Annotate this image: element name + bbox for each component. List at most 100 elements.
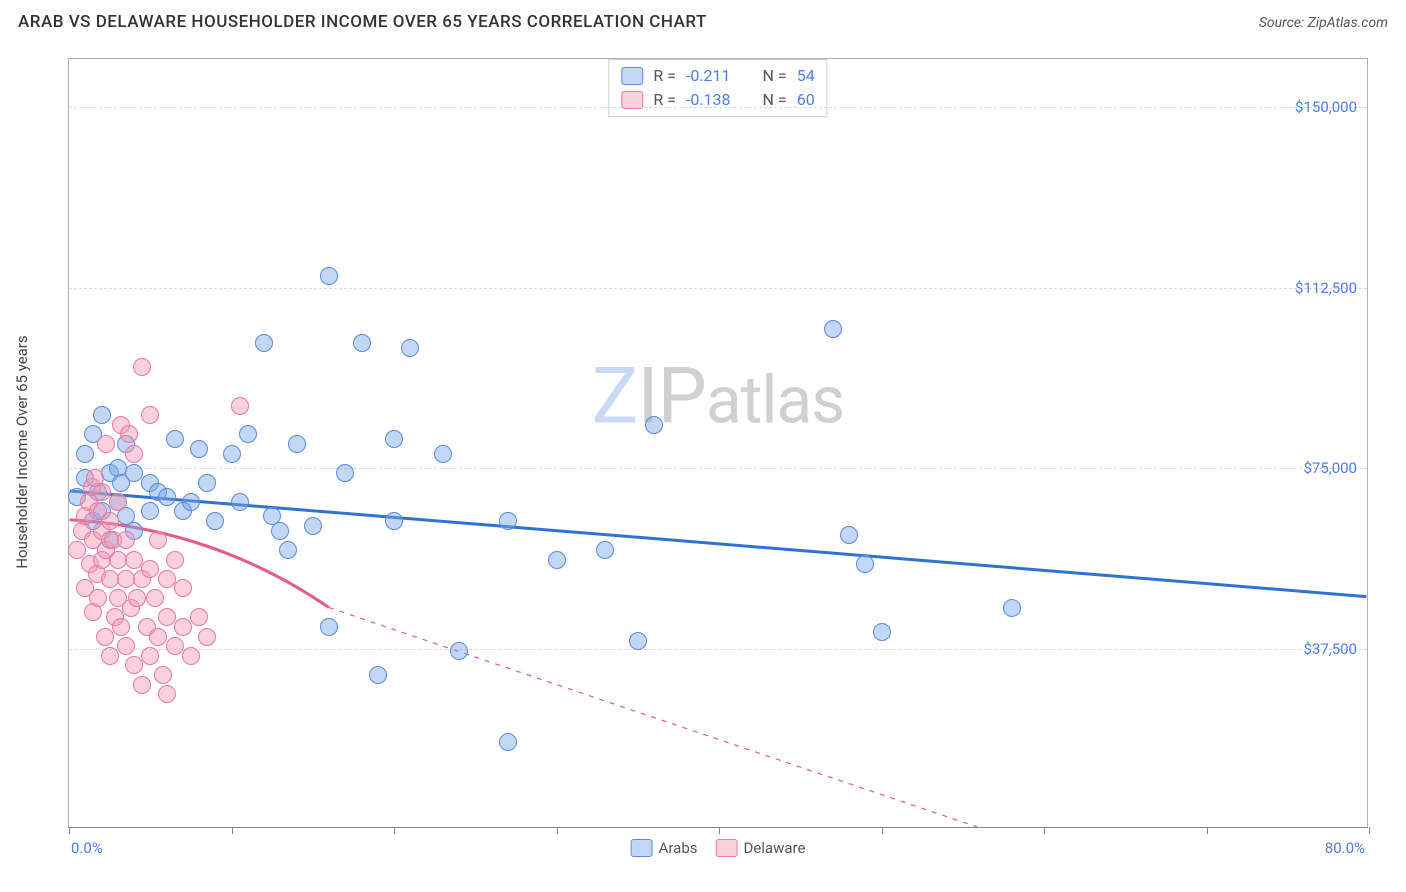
scatter-point xyxy=(117,531,135,549)
x-tick xyxy=(557,827,558,834)
scatter-point xyxy=(125,656,143,674)
scatter-point xyxy=(499,733,517,751)
scatter-point xyxy=(125,445,143,463)
scatter-point xyxy=(1003,599,1021,617)
x-tick xyxy=(1207,827,1208,834)
x-tick xyxy=(1044,827,1045,834)
scatter-point xyxy=(182,493,200,511)
source-label: Source: ZipAtlas.com xyxy=(1259,15,1388,31)
scatter-point xyxy=(146,589,164,607)
legend-item: Arabs xyxy=(631,839,698,857)
scatter-point xyxy=(336,464,354,482)
scatter-point xyxy=(154,666,172,684)
chart-container: Householder Income Over 65 years ZIPatla… xyxy=(48,48,1388,838)
scatter-point xyxy=(174,618,192,636)
x-tick xyxy=(69,827,70,834)
scatter-point xyxy=(873,623,891,641)
watermark: ZIPatlas xyxy=(592,351,845,442)
scatter-point xyxy=(190,440,208,458)
scatter-point xyxy=(158,608,176,626)
legend-swatch xyxy=(621,67,643,85)
scatter-point xyxy=(120,425,138,443)
scatter-point xyxy=(434,445,452,463)
scatter-point xyxy=(109,493,127,511)
scatter-point xyxy=(133,358,151,376)
scatter-point xyxy=(198,474,216,492)
chart-title: ARAB VS DELAWARE HOUSEHOLDER INCOME OVER… xyxy=(18,12,707,32)
scatter-point xyxy=(401,339,419,357)
x-tick xyxy=(394,827,395,834)
legend-row: R = -0.211N = 54 xyxy=(621,64,814,88)
legend-label: Delaware xyxy=(743,839,805,857)
scatter-point xyxy=(112,618,130,636)
scatter-point xyxy=(158,685,176,703)
trend-lines xyxy=(69,59,1367,827)
scatter-point xyxy=(231,397,249,415)
legend-label: Arabs xyxy=(659,839,698,857)
scatter-point xyxy=(190,608,208,626)
scatter-point xyxy=(239,425,257,443)
scatter-point xyxy=(93,406,111,424)
scatter-point xyxy=(629,632,647,650)
gridline xyxy=(69,468,1367,469)
x-tick-label: 0.0% xyxy=(71,839,103,857)
scatter-point xyxy=(174,579,192,597)
scatter-point xyxy=(97,435,115,453)
scatter-point xyxy=(101,647,119,665)
plot-area: ZIPatlas R = -0.211N = 54R = -0.138N = 6… xyxy=(68,58,1368,828)
scatter-point xyxy=(353,334,371,352)
series-legend: Arabs Delaware xyxy=(631,839,806,857)
scatter-point xyxy=(385,430,403,448)
scatter-point xyxy=(141,560,159,578)
y-tick-label: $75,000 xyxy=(1303,459,1357,477)
scatter-point xyxy=(231,493,249,511)
scatter-point xyxy=(158,570,176,588)
scatter-point xyxy=(182,647,200,665)
scatter-point xyxy=(96,628,114,646)
legend-swatch xyxy=(715,839,737,857)
x-tick xyxy=(1369,827,1370,834)
scatter-point xyxy=(149,531,167,549)
scatter-point xyxy=(166,430,184,448)
gridline xyxy=(69,288,1367,289)
scatter-point xyxy=(596,541,614,559)
scatter-point xyxy=(141,406,159,424)
gridline xyxy=(69,107,1367,108)
scatter-point xyxy=(206,512,224,530)
scatter-point xyxy=(158,488,176,506)
scatter-point xyxy=(369,666,387,684)
y-tick-label: $112,500 xyxy=(1295,279,1357,297)
y-tick-label: $150,000 xyxy=(1295,98,1357,116)
scatter-point xyxy=(450,642,468,660)
scatter-point xyxy=(141,502,159,520)
scatter-point xyxy=(133,676,151,694)
scatter-point xyxy=(304,517,322,535)
scatter-point xyxy=(548,551,566,569)
gridline xyxy=(69,649,1367,650)
scatter-point xyxy=(101,512,119,530)
scatter-point xyxy=(198,628,216,646)
scatter-point xyxy=(856,555,874,573)
correlation-legend: R = -0.211N = 54R = -0.138N = 60 xyxy=(608,59,827,117)
scatter-point xyxy=(288,435,306,453)
scatter-point xyxy=(271,522,289,540)
scatter-point xyxy=(166,637,184,655)
scatter-point xyxy=(76,445,94,463)
scatter-point xyxy=(645,416,663,434)
scatter-point xyxy=(824,320,842,338)
scatter-point xyxy=(141,647,159,665)
scatter-point xyxy=(255,334,273,352)
x-tick xyxy=(232,827,233,834)
scatter-point xyxy=(89,589,107,607)
scatter-point xyxy=(320,618,338,636)
scatter-point xyxy=(128,589,146,607)
scatter-point xyxy=(117,637,135,655)
scatter-point xyxy=(125,551,143,569)
scatter-point xyxy=(279,541,297,559)
scatter-point xyxy=(840,526,858,544)
scatter-point xyxy=(223,445,241,463)
scatter-point xyxy=(93,483,111,501)
x-tick-label: 80.0% xyxy=(1325,839,1365,857)
x-tick xyxy=(882,827,883,834)
legend-swatch xyxy=(631,839,653,857)
